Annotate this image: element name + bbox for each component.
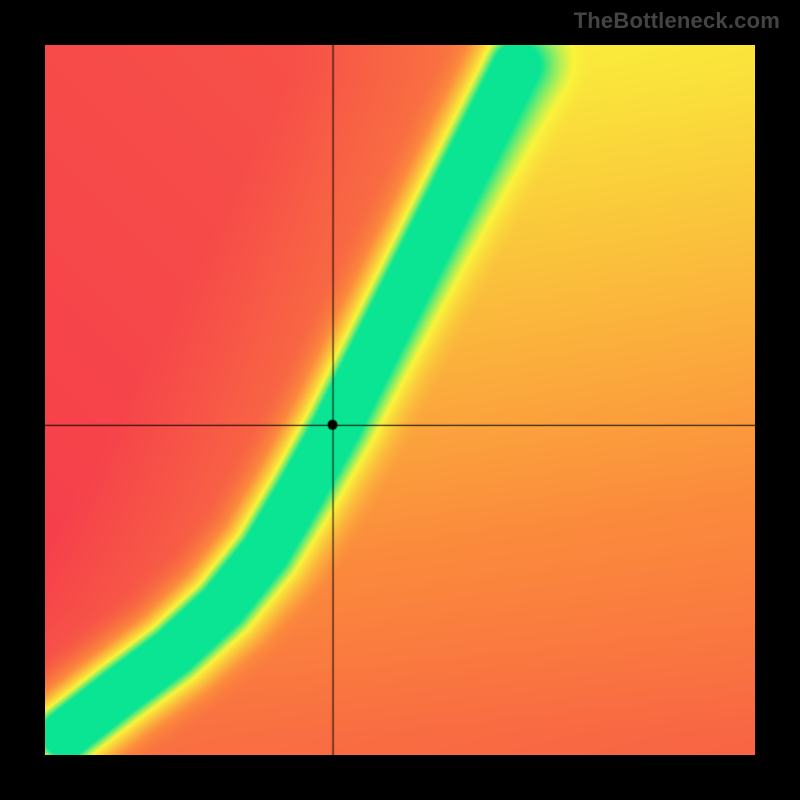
- watermark-text: TheBottleneck.com: [574, 8, 780, 34]
- bottleneck-heatmap: [45, 45, 755, 755]
- chart-container: { "watermark": "TheBottleneck.com", "cha…: [0, 0, 800, 800]
